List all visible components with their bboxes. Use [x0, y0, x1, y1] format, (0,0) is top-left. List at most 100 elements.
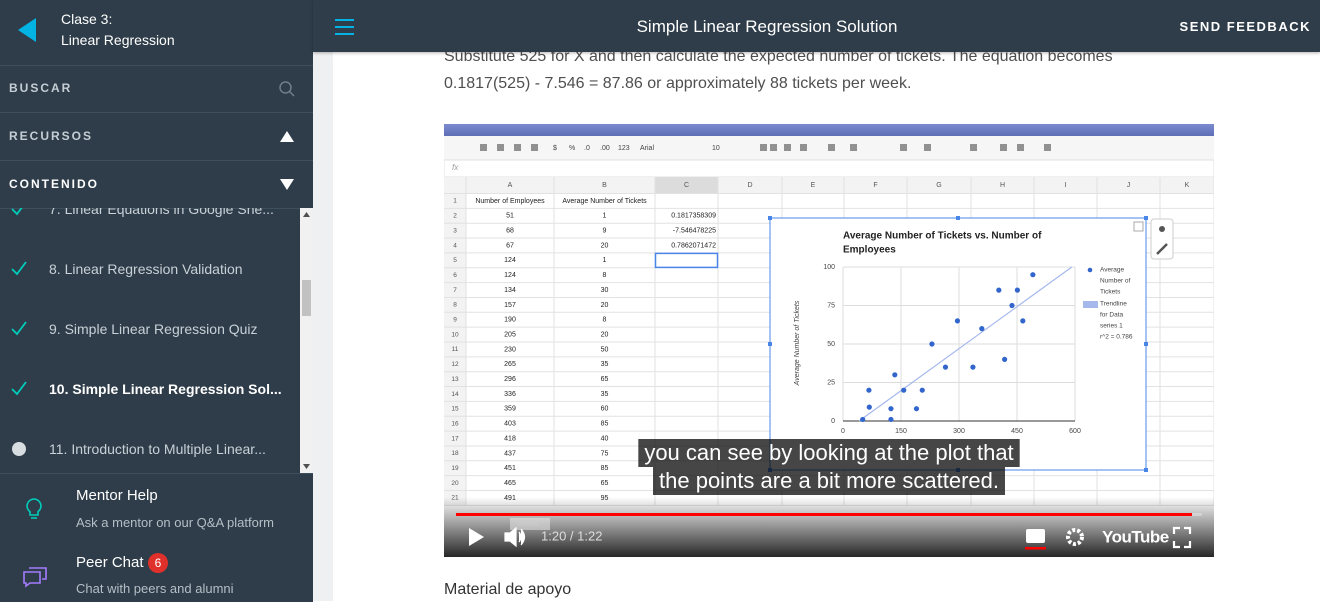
concept-item[interactable]: 11. Introduction to Multiple Linear... [0, 419, 300, 473]
chart-preview-button[interactable] [1150, 218, 1174, 260]
concept-item[interactable]: 9. Simple Linear Regression Quiz [0, 299, 300, 359]
column-letter: D [747, 182, 752, 189]
search-section[interactable]: BUSCAR [0, 65, 313, 113]
row-number: 4 [453, 242, 457, 249]
caption-background [638, 439, 1020, 467]
back-button[interactable] [18, 18, 38, 42]
captions-button[interactable] [1026, 529, 1045, 543]
data-point [913, 406, 920, 412]
peer-chat-title[interactable]: Peer Chat [76, 554, 144, 571]
resize-handle [768, 216, 772, 220]
sidebar: Clase 3: Linear Regression BUSCAR RECURS… [0, 0, 313, 602]
scrollbar[interactable] [300, 208, 313, 473]
sheet-cell: 50 [601, 346, 609, 353]
legend-text: r^2 = 0.786 [1100, 334, 1133, 341]
chart-title: Employees [843, 245, 896, 256]
chart-y-tick: 75 [827, 302, 835, 309]
trendline [858, 266, 1073, 422]
menu-button[interactable] [335, 19, 354, 35]
sheet-cell: 336 [504, 391, 516, 398]
toolbar-icon [1044, 144, 1051, 151]
toolbar-item: .00 [600, 145, 610, 152]
chart-y-tick: 100 [823, 264, 835, 271]
sheet-cell: 20 [601, 242, 609, 249]
fullscreen-button[interactable] [1172, 526, 1192, 549]
row-number: 10 [451, 331, 459, 338]
legend-text: Average [1100, 267, 1124, 274]
help-area: Mentor Help Ask a mentor on our Q&A plat… [0, 473, 313, 602]
sheet-cell: 35 [601, 391, 609, 398]
row-number: 5 [453, 257, 457, 264]
concept-item[interactable]: 10. Simple Linear Regression Sol... [0, 359, 300, 419]
column-letter: H [1000, 182, 1005, 189]
column-letter: C [684, 182, 689, 189]
data-point [929, 341, 935, 347]
sheet-cell: 134 [504, 287, 516, 294]
toolbar-item: Arial [640, 145, 654, 152]
concept-title: 11. Introduction to Multiple Linear... [49, 441, 266, 457]
sheet-title-band [444, 124, 1214, 136]
caption-line: you can see by looking at the plot that [644, 440, 1013, 465]
sheet-cell: 296 [504, 376, 516, 383]
column-header-row [444, 177, 1214, 193]
concept-item[interactable]: 7. Linear Equations in Google She... [0, 208, 300, 239]
sheet-tab [510, 518, 550, 530]
caption-line: the points are a bit more scattered. [659, 468, 999, 493]
sheet-header-cell: Average Number of Tickets [562, 198, 647, 205]
formula-label: fx [452, 163, 459, 172]
sheet-cell: 40 [601, 435, 609, 442]
caption-background [653, 467, 1005, 495]
legend-text: series 1 [1100, 323, 1123, 330]
row-number-column [444, 193, 466, 505]
sheet-cell: 20 [601, 331, 609, 338]
legend-text: Tickets [1100, 289, 1121, 296]
sheet-header-cell: Number of Employees [475, 198, 545, 205]
chart-x-tick: 450 [1011, 428, 1023, 435]
sheet-cell: 124 [504, 257, 516, 264]
chart-title: Average Number of Tickets vs. Number of [843, 231, 1042, 242]
sheet-cell: 65 [601, 376, 609, 383]
mentor-title[interactable]: Mentor Help [76, 487, 158, 504]
y-axis-label: Average Number of Tickets [794, 300, 801, 386]
concept-title: 8. Linear Regression Validation [49, 261, 243, 277]
column-letter: E [811, 182, 816, 189]
resize-handle [1144, 468, 1148, 472]
resize-handle [768, 342, 772, 346]
row-number: 12 [451, 361, 459, 368]
contents-section[interactable]: CONTENIDO [0, 161, 313, 209]
resources-section[interactable]: RECURSOS [0, 113, 313, 161]
controls-shade [444, 497, 1214, 557]
sheet-cell: 67 [506, 242, 514, 249]
youtube-logo[interactable]: YouTube [1102, 527, 1169, 546]
chart-menu[interactable] [1133, 221, 1144, 232]
peer-chat-icon [23, 567, 47, 588]
sheet-cell: 75 [601, 450, 609, 457]
sheet-cell: 418 [504, 435, 516, 442]
sheet-cell: 451 [504, 465, 516, 472]
sheet-cell: 437 [504, 450, 516, 457]
toolbar-icon [480, 144, 487, 151]
row-number: 15 [451, 406, 459, 413]
play-button[interactable] [469, 528, 484, 546]
contents-label: CONTENIDO [9, 177, 99, 191]
sheet-cell: 403 [504, 421, 516, 428]
chart-y-tick: 25 [827, 379, 835, 386]
volume-button[interactable] [504, 526, 526, 548]
sheet-cell: 124 [504, 272, 516, 279]
row-number: 9 [453, 317, 457, 324]
pencil-icon [1156, 243, 1168, 255]
sheet-cell: 85 [601, 465, 609, 472]
send-feedback[interactable]: SEND FEEDBACK [1179, 19, 1311, 34]
concept-item[interactable]: 8. Linear Regression Validation [0, 239, 300, 299]
expand-icon [280, 131, 294, 142]
section-heading: Material de apoyo [444, 581, 572, 598]
sheet-cell: 8 [603, 317, 607, 324]
column-letter: F [873, 182, 877, 189]
mentor-icon [26, 498, 42, 519]
sheet-cell: 265 [504, 361, 516, 368]
data-point [888, 406, 894, 412]
settings-button[interactable] [1066, 528, 1084, 546]
toolbar-icon [497, 144, 504, 151]
legend-trend-swatch [1083, 301, 1098, 308]
